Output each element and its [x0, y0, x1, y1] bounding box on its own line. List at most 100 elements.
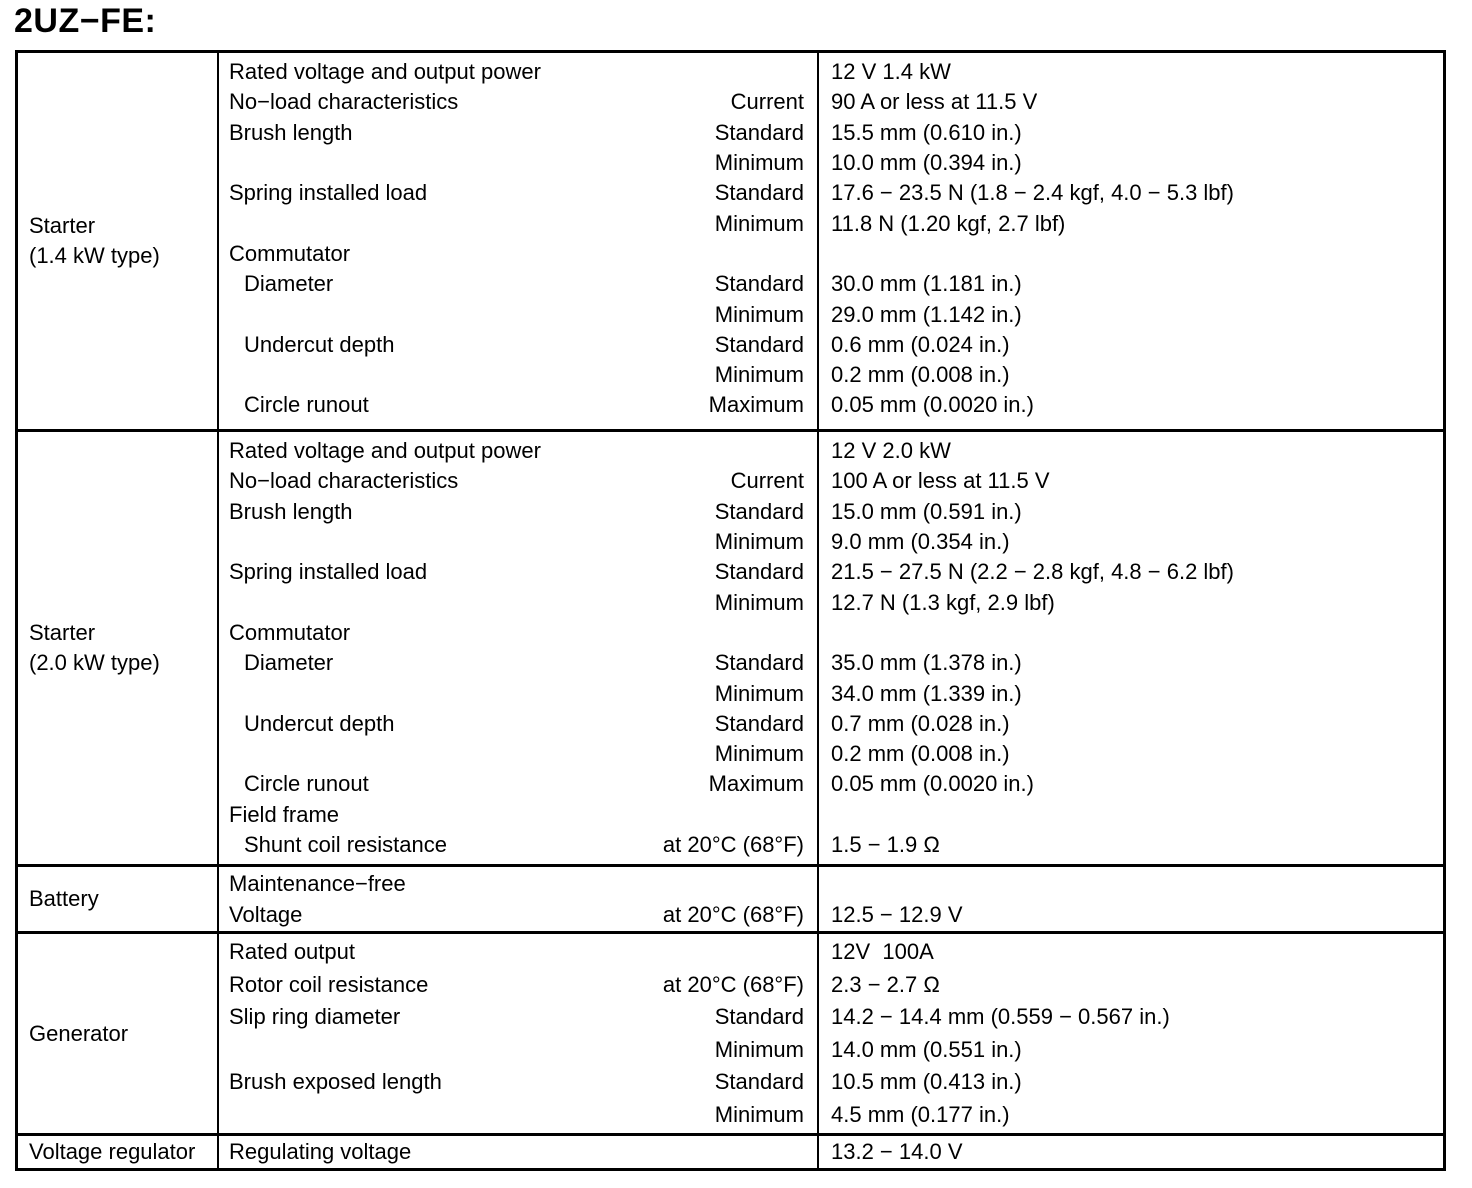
item-row: Spring installed load Standard: [219, 178, 817, 208]
value-text: 21.5 − 27.5 N (2.2 − 2.8 kgf, 4.8 − 6.2 …: [831, 559, 1234, 585]
condition-label: Minimum: [714, 1036, 804, 1062]
value-text: 0.2 mm (0.008 in.): [831, 741, 1010, 767]
table-section: Generator Rated output Rotor coil resistan…: [18, 931, 1443, 1134]
value-text: 9.0 mm (0.354 in.): [831, 529, 1010, 555]
table-section: Battery Maintenance−free Voltage at 20°C (6…: [18, 864, 1443, 932]
value-text: 90 A or less at 11.5 V: [831, 89, 1038, 115]
condition-label: Standard: [714, 180, 804, 206]
item-row: Minimum: [219, 527, 817, 557]
value-row: 21.5 − 27.5 N (2.2 − 2.8 kgf, 4.8 − 6.2 …: [819, 557, 1443, 587]
value-row: 0.2 mm (0.008 in.): [819, 360, 1443, 390]
value-text: 0.05 mm (0.0020 in.): [831, 771, 1034, 797]
condition-label: Minimum: [714, 150, 804, 176]
value-row: 0.05 mm (0.0020 in.): [819, 390, 1443, 420]
item-label: Slip ring diameter: [229, 1004, 401, 1030]
component-label: Battery: [29, 886, 99, 911]
item-row: Brush exposed length Standard: [219, 1066, 817, 1099]
items-cell: Maintenance−free Voltage at 20°C (68°F): [219, 867, 819, 932]
condition-label: Standard: [714, 1069, 804, 1095]
item-row: Brush length Standard: [219, 118, 817, 148]
item-row: Slip ring diameter Standard: [219, 1001, 817, 1034]
item-label: Commutator: [229, 240, 351, 266]
table-section: Starter (2.0 kW type) Rated voltage and ou…: [18, 429, 1443, 865]
item-label: Voltage: [229, 901, 303, 927]
condition-label: Minimum: [714, 741, 804, 767]
value-text: 12.7 N (1.3 kgf, 2.9 lbf): [831, 589, 1055, 615]
value-text: 4.5 mm (0.177 in.): [831, 1101, 1010, 1127]
value-text: 100 A or less at 11.5 V: [831, 468, 1050, 494]
spec-table: Starter (1.4 kW type) Rated voltage and ou…: [15, 50, 1446, 1172]
items-cell: Rated voltage and output power No−load ch…: [219, 53, 819, 429]
condition-label: Maximum: [708, 392, 804, 418]
value-text: 30.0 mm (1.181 in.): [831, 271, 1022, 297]
value-row: 35.0 mm (1.378 in.): [819, 648, 1443, 678]
item-row: Shunt coil resistance at 20°C (68°F): [219, 830, 817, 860]
value-text: 15.5 mm (0.610 in.): [831, 119, 1022, 145]
item-row: Minimum: [219, 299, 817, 329]
component-label: (1.4 kW type): [29, 243, 160, 268]
value-text: 35.0 mm (1.378 in.): [831, 650, 1022, 676]
item-label: Spring installed load: [229, 559, 428, 585]
condition-label: Current: [730, 89, 804, 115]
value-row: 0.7 mm (0.028 in.): [819, 709, 1443, 739]
component-label: Voltage regulator: [29, 1139, 196, 1164]
condition-label: Standard: [714, 271, 804, 297]
value-text: 0.05 mm (0.0020 in.): [831, 392, 1034, 418]
value-text: 10.0 mm (0.394 in.): [831, 150, 1022, 176]
condition-label: Standard: [714, 331, 804, 357]
item-row: No−load characteristics Current: [219, 87, 817, 117]
item-label: Rated voltage and output power: [229, 59, 541, 85]
value-row: 12 V 2.0 kW: [819, 436, 1443, 466]
value-row: 10.0 mm (0.394 in.): [819, 148, 1443, 178]
component-cell: Voltage regulator: [18, 1136, 219, 1169]
value-row: 10.5 mm (0.413 in.): [819, 1066, 1443, 1099]
component-cell: Starter (1.4 kW type): [18, 53, 219, 429]
value-row: 30.0 mm (1.181 in.): [819, 269, 1443, 299]
item-row: Minimum: [219, 208, 817, 238]
value-row: 29.0 mm (1.142 in.): [819, 299, 1443, 329]
component-label: (2.0 kW type): [29, 650, 160, 676]
component-cell: Generator: [18, 934, 219, 1134]
item-label: Undercut depth: [244, 331, 395, 357]
item-row: Undercut depth Standard: [219, 330, 817, 360]
condition-label: Minimum: [714, 210, 804, 236]
value-text: 1.5 − 1.9 Ω: [831, 832, 940, 857]
item-row: Minimum: [219, 587, 817, 617]
item-row: Field frame: [219, 800, 817, 830]
value-row: 12 V 1.4 kW: [819, 57, 1443, 87]
value-text: 17.6 − 23.5 N (1.8 − 2.4 kgf, 4.0 − 5.3 …: [831, 180, 1234, 206]
value-text: 12 V 1.4 kW: [831, 59, 951, 85]
item-label: Spring installed load: [229, 180, 428, 206]
values-cell: 12V 100A 2.3 − 2.7 Ω 14.2 − 14.4 mm (0.559…: [819, 934, 1443, 1133]
items-cell: Rated voltage and output power No−load ch…: [219, 432, 819, 865]
value-text: 12 V 2.0 kW: [831, 438, 951, 464]
component-cell: Starter (2.0 kW type): [18, 432, 219, 865]
item-label: Circle runout: [244, 771, 369, 797]
value-row: 14.0 mm (0.551 in.): [819, 1034, 1443, 1067]
value-row: [819, 800, 1443, 830]
condition-label: at 20°C (68°F): [662, 832, 804, 857]
item-label: Circle runout: [244, 392, 369, 418]
item-row: Maintenance−free: [219, 868, 817, 899]
value-text: 14.0 mm (0.551 in.): [831, 1036, 1022, 1062]
condition-label: Minimum: [714, 301, 804, 327]
item-row: Brush length Standard: [219, 497, 817, 527]
value-row: 34.0 mm (1.339 in.): [819, 678, 1443, 708]
item-row: Voltage at 20°C (68°F): [219, 899, 817, 930]
value-row: 13.2 − 14.0 V: [819, 1137, 1443, 1167]
component-label: Generator: [29, 1020, 129, 1046]
item-row: Rated voltage and output power: [219, 436, 817, 466]
component-label: Starter: [29, 619, 96, 645]
value-row: 12V 100A: [819, 936, 1443, 969]
value-row: 0.05 mm (0.0020 in.): [819, 769, 1443, 799]
condition-label: Maximum: [708, 771, 804, 797]
condition-label: Minimum: [714, 589, 804, 615]
values-cell: 12 V 1.4 kW 90 A or less at 11.5 V 15.5 mm…: [819, 53, 1443, 429]
item-row: Minimum: [219, 148, 817, 178]
condition-label: Standard: [714, 710, 804, 736]
item-label: Diameter: [244, 271, 334, 297]
condition-label: Standard: [714, 498, 804, 524]
item-row: Minimum: [219, 1099, 817, 1132]
item-row: Minimum: [219, 678, 817, 708]
